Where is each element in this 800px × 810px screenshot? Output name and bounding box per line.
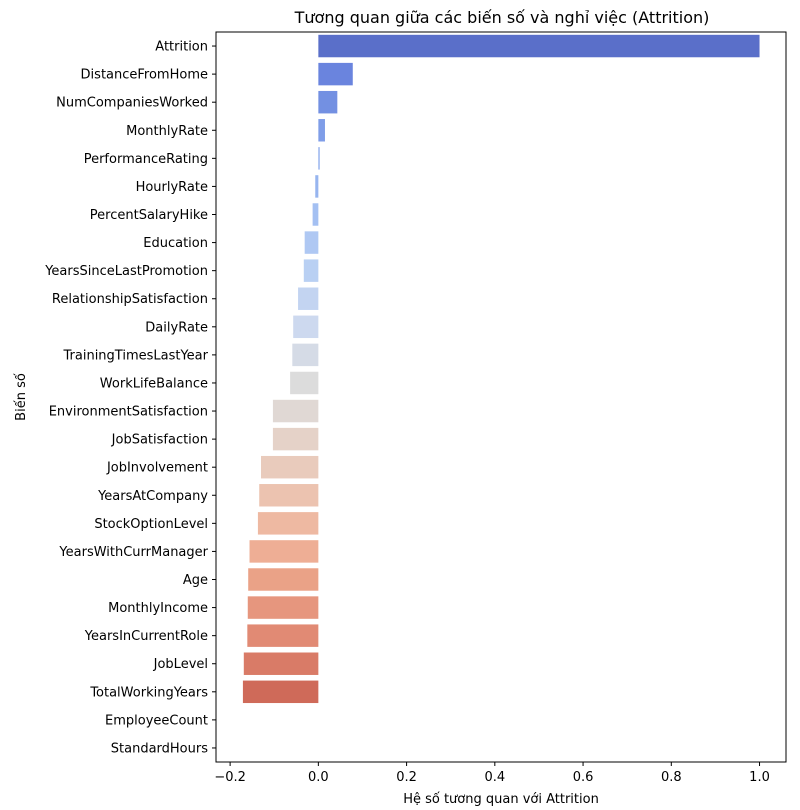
bar-JobLevel xyxy=(243,652,319,675)
x-tick-label: −0.2 xyxy=(214,770,246,785)
y-tick-label: YearsSinceLastPromotion xyxy=(44,264,208,279)
bar-JobInvolvement xyxy=(261,455,319,479)
x-tick-label: 0.0 xyxy=(308,770,329,785)
bar-NumCompaniesWorked xyxy=(318,90,338,114)
bar-WorkLifeBalance xyxy=(290,371,319,395)
y-tick-label: RelationshipSatisfaction xyxy=(52,292,208,307)
y-tick-label: DistanceFromHome xyxy=(81,68,208,83)
y-tick-label: JobInvolvement xyxy=(106,461,208,476)
y-tick-label: Age xyxy=(183,573,208,588)
bar-TotalWorkingYears xyxy=(242,680,319,704)
y-tick-label: YearsWithCurrManager xyxy=(58,545,208,560)
y-tick-label: WorkLifeBalance xyxy=(100,376,208,391)
y-tick-label: JobLevel xyxy=(153,657,208,672)
bar-EnvironmentSatisfaction xyxy=(272,399,319,423)
bar-Age xyxy=(248,568,319,591)
y-tick-label: PercentSalaryHike xyxy=(90,208,208,223)
bar-YearsWithCurrManager xyxy=(249,540,319,563)
x-tick-label: 1.0 xyxy=(749,770,770,785)
y-tick-label: MonthlyIncome xyxy=(108,601,208,616)
bar-JobSatisfaction xyxy=(272,427,319,451)
y-tick-label: YearsInCurrentRole xyxy=(84,629,208,644)
y-tick-label: MonthlyRate xyxy=(126,124,208,139)
bar-HourlyRate xyxy=(315,175,319,198)
bar-TrainingTimesLastYear xyxy=(292,343,319,367)
y-tick-label: StandardHours xyxy=(111,741,208,756)
y-tick-label: YearsAtCompany xyxy=(97,489,208,504)
plot-frame xyxy=(215,31,787,763)
bar-DailyRate xyxy=(293,315,319,339)
y-tick-label: JobSatisfaction xyxy=(111,433,208,448)
bar-YearsInCurrentRole xyxy=(247,624,319,647)
y-tick-label: StockOptionLevel xyxy=(94,517,208,532)
bar-MonthlyIncome xyxy=(247,596,319,619)
y-tick-label: EmployeeCount xyxy=(105,713,208,728)
bar-StockOptionLevel xyxy=(257,512,319,535)
bars-group xyxy=(242,34,760,704)
y-tick-label: DailyRate xyxy=(145,320,208,335)
x-tick-label: 0.6 xyxy=(573,770,594,785)
bar-Education xyxy=(304,231,319,254)
x-axis-ticks: −0.2 0.0 0.2 0.4 0.6 0.8 1.0 xyxy=(214,762,770,785)
y-tick-label: TrainingTimesLastYear xyxy=(63,348,209,363)
bar-MonthlyRate xyxy=(318,119,325,142)
bar-YearsSinceLastPromotion xyxy=(303,259,319,282)
x-axis-label: Hệ số tương quan với Attrition xyxy=(403,792,599,807)
bar-RelationshipSatisfaction xyxy=(298,287,319,310)
y-tick-label: TotalWorkingYears xyxy=(89,685,208,700)
y-axis-ticks: Attrition DistanceFromHome NumCompaniesWor… xyxy=(44,40,216,756)
bar-PerformanceRating xyxy=(318,147,320,170)
x-tick-label: 0.2 xyxy=(396,770,417,785)
y-tick-label: EnvironmentSatisfaction xyxy=(49,405,208,420)
bar-PercentSalaryHike xyxy=(312,203,319,226)
y-tick-label: Education xyxy=(143,236,208,251)
y-tick-label: HourlyRate xyxy=(136,180,208,195)
chart-title: Tương quan giữa các biến số và nghỉ việc… xyxy=(294,8,710,27)
y-tick-label: NumCompaniesWorked xyxy=(56,96,208,111)
bar-Attrition xyxy=(318,34,760,58)
x-tick-label: 0.8 xyxy=(661,770,682,785)
y-tick-label: Attrition xyxy=(155,40,208,55)
bar-YearsAtCompany xyxy=(259,484,319,507)
y-axis-label: Biến số xyxy=(14,373,29,421)
bar-DistanceFromHome xyxy=(318,62,353,86)
x-tick-label: 0.4 xyxy=(484,770,505,785)
y-tick-label: PerformanceRating xyxy=(84,152,208,167)
